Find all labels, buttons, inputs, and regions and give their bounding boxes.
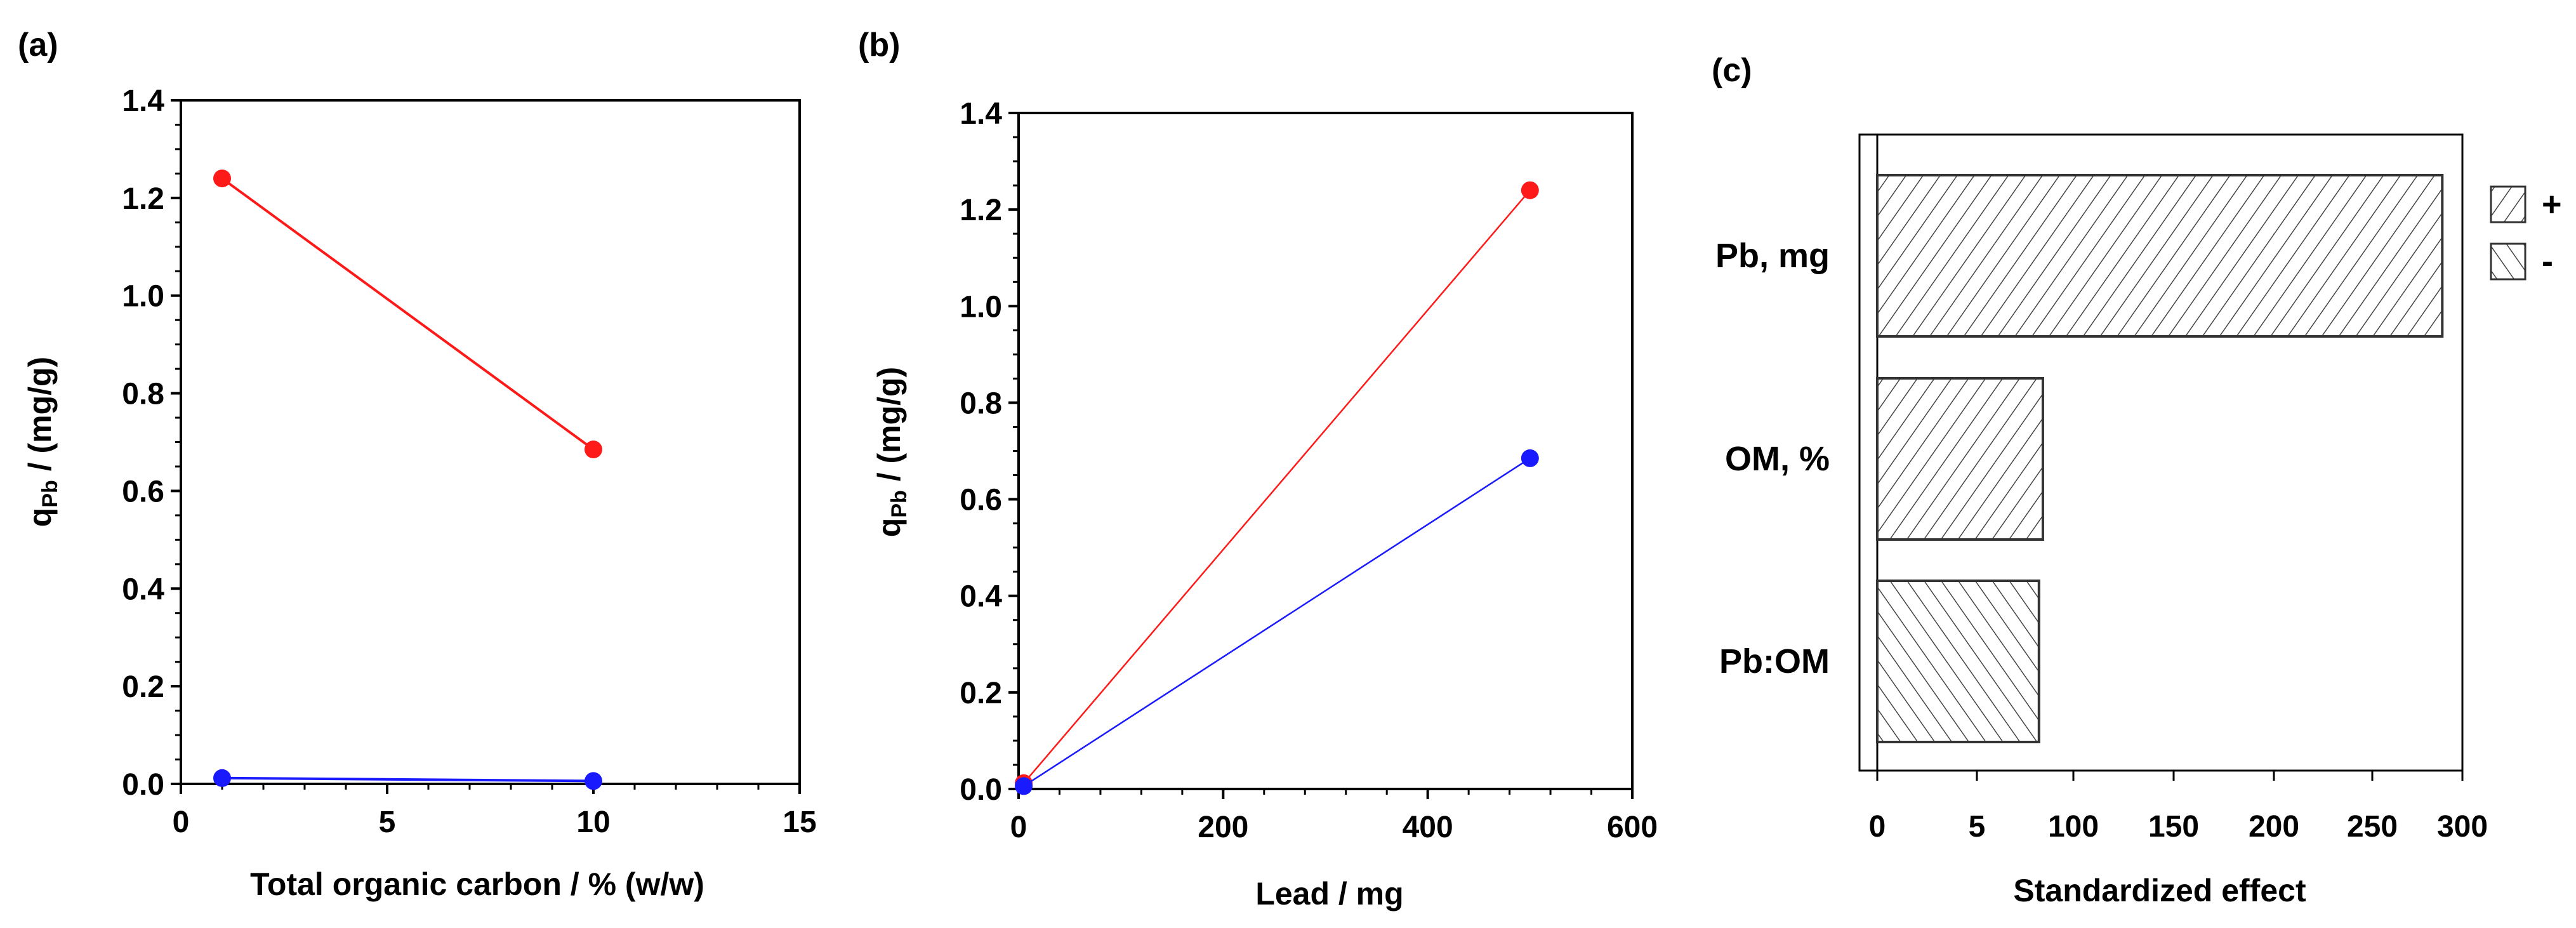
b-red-series-line [1023, 189, 1531, 784]
panel-b-series [1015, 181, 1539, 795]
panel-c: (c) Pb, mg OM, % Pb:OM 0 5 100 150 200 250 300 +… [1712, 52, 2562, 908]
panel-c-x-tick-label: 300 [2437, 810, 2488, 844]
panel-c-x-tick-label: 100 [2048, 810, 2099, 844]
b-y-tick-label: 0.0 [960, 773, 1002, 807]
panel-a: (a) 0.0 0.2 0.4 0.6 0.8 1.0 1.2 1.4 0 5 10 15 Tota… [18, 27, 817, 902]
b-y-tick-label: 1.4 [960, 97, 1002, 131]
panel-c-bars [1876, 174, 2444, 743]
panel-c-legend: +- [2490, 185, 2562, 281]
a-y-tick-label: 0.8 [122, 378, 164, 411]
panel-c-x-tick-label: 150 [2148, 810, 2199, 844]
panel-b-x-axis-label: Lead / mg [1255, 876, 1403, 911]
panel-a-y-ticks: 0.0 0.2 0.4 0.6 0.8 1.0 1.2 1.4 [122, 84, 181, 802]
a-blue-data-point [213, 769, 231, 787]
a-x-tick-label: 0 [173, 805, 190, 839]
a-y-tick-label: 1.2 [122, 182, 164, 216]
b-blue-data-point [1015, 777, 1033, 795]
a-red-data-point [585, 441, 602, 459]
panel-c-label: (c) [1712, 52, 1752, 89]
panel-c-legend-swatch [2490, 242, 2526, 281]
panel-a-x-ticks: 0 5 10 15 [173, 784, 817, 839]
b-y-tick-label: 1.2 [960, 194, 1002, 227]
b-blue-series-line [1023, 457, 1531, 787]
b-y-tick-label: 0.8 [960, 387, 1002, 420]
a-y-tick-label: 0.6 [122, 475, 164, 508]
panel-c-x-tick-label: 5 [1969, 810, 1986, 844]
panel-b-y-ticks: 0.0 0.2 0.4 0.6 0.8 1.0 1.2 1.4 [960, 97, 1019, 807]
b-x-tick-label: 200 [1198, 811, 1248, 844]
panel-c-legend-label: - [2542, 242, 2553, 281]
panel-b-x-ticks: 0 200 400 600 [1010, 789, 1658, 844]
b-x-tick-label: 0 [1010, 811, 1027, 844]
panel-b-y-axis-label: qPb / (mg/g) [871, 367, 911, 537]
b-red-data-point [1521, 181, 1539, 199]
panel-a-label: (a) [18, 27, 58, 63]
panel-a-plot-frame [180, 99, 801, 785]
panel-a-y-axis-label: qPb / (mg/g) [22, 357, 62, 527]
b-y-tick-label: 1.0 [960, 290, 1002, 324]
a-y-tick-label: 1.4 [122, 84, 164, 118]
panel-b: (b) 0.00.20.40.60.81.01.21.4 0 200 400 600 … [858, 27, 1658, 911]
panel-b-plot-frame [1017, 112, 1634, 790]
panel-c-category-label: Pb:OM [1719, 642, 1830, 680]
b-y-tick-label: 0.2 [960, 677, 1002, 710]
a-y-tick-label: 0.2 [122, 670, 164, 704]
panel-c-plot-frame [1858, 133, 2464, 772]
a-y-tick-label: 0.0 [122, 768, 164, 802]
a-red-series-line [221, 177, 595, 451]
a-x-tick-label: 5 [379, 805, 396, 839]
a-red-data-point [213, 169, 231, 188]
panel-c-x-ticks: 0 5 100 150 200 250 300 [1869, 771, 2488, 844]
a-blue-series-line [221, 776, 594, 783]
a-y-tick-label: 0.4 [122, 573, 164, 606]
panel-c-bar [1876, 174, 2444, 338]
panel-c-x-tick-label: 250 [2347, 810, 2398, 844]
panel-c-x-axis-label: Standardized effect [2013, 873, 2306, 908]
panel-b-label: (b) [858, 27, 900, 63]
panel-c-category-labels: Pb, mg OM, % Pb:OM [1715, 237, 1830, 680]
panel-c-legend-label: + [2542, 185, 2562, 223]
b-blue-data-point [1521, 449, 1539, 467]
panel-a-x-axis-label: Total organic carbon / % (w/w) [250, 866, 704, 902]
panel-c-x-tick-label: 200 [2249, 810, 2299, 844]
a-x-tick-label: 10 [576, 805, 610, 839]
b-x-tick-label: 600 [1607, 811, 1658, 844]
panel-a-series [213, 169, 602, 790]
b-y-tick-label: 0.6 [960, 484, 1002, 517]
panel-c-category-label: Pb, mg [1715, 237, 1830, 275]
a-x-tick-label: 15 [783, 805, 816, 839]
b-y-tick-label: 0.4 [960, 580, 1002, 614]
b-x-tick-label: 400 [1403, 811, 1453, 844]
a-y-tick-label: 1.0 [122, 280, 164, 314]
panel-c-bar [1876, 580, 2040, 743]
panel-c-category-label: OM, % [1725, 440, 1830, 478]
panel-c-x-tick-label: 0 [1869, 810, 1886, 844]
panel-c-bar [1876, 377, 2044, 541]
a-blue-data-point [585, 772, 602, 790]
panel-c-legend-swatch [2490, 185, 2526, 223]
